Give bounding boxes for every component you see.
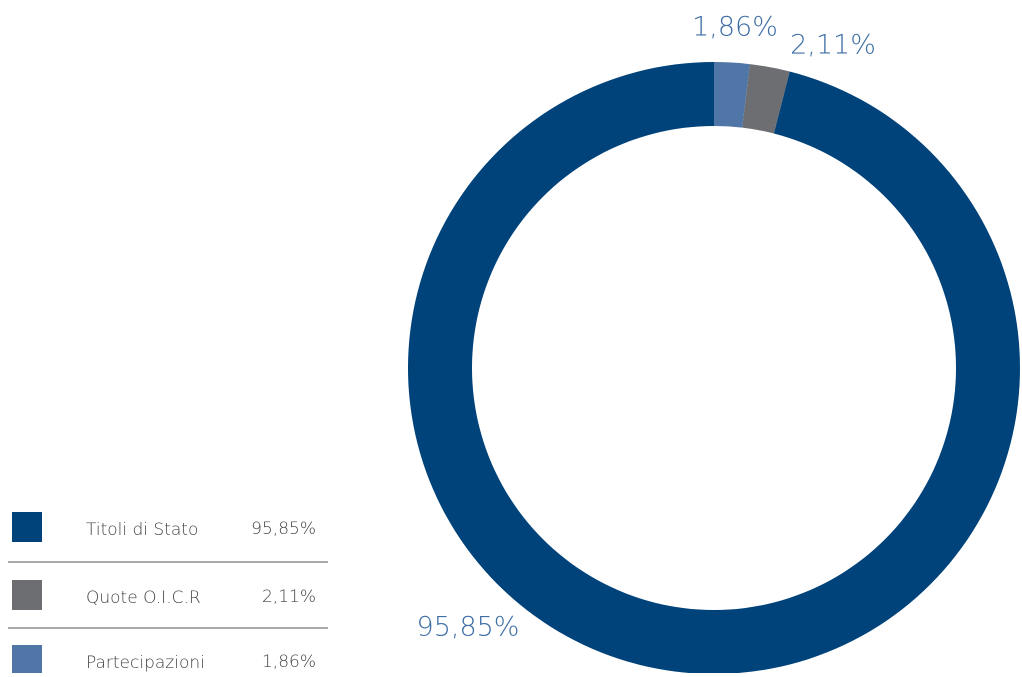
- legend-swatch: [12, 645, 42, 675]
- legend-label: Titoli di Stato: [86, 520, 198, 540]
- legend-label: Quote O.I.C.R: [86, 588, 201, 608]
- legend-label: Partecipazioni: [86, 653, 205, 673]
- legend-swatch: [12, 512, 42, 542]
- legend-swatch: [12, 580, 42, 610]
- donut-slice: [742, 64, 790, 134]
- data-label: 95,85%: [417, 612, 520, 643]
- legend-value: 2,11%: [262, 587, 316, 607]
- legend-value: 1,86%: [262, 652, 316, 672]
- legend-value: 95,85%: [251, 519, 316, 539]
- donut-slice: [407, 62, 1021, 674]
- data-label: 2,11%: [790, 30, 876, 61]
- donut-slice: [714, 62, 750, 128]
- data-label: 1,86%: [692, 12, 778, 43]
